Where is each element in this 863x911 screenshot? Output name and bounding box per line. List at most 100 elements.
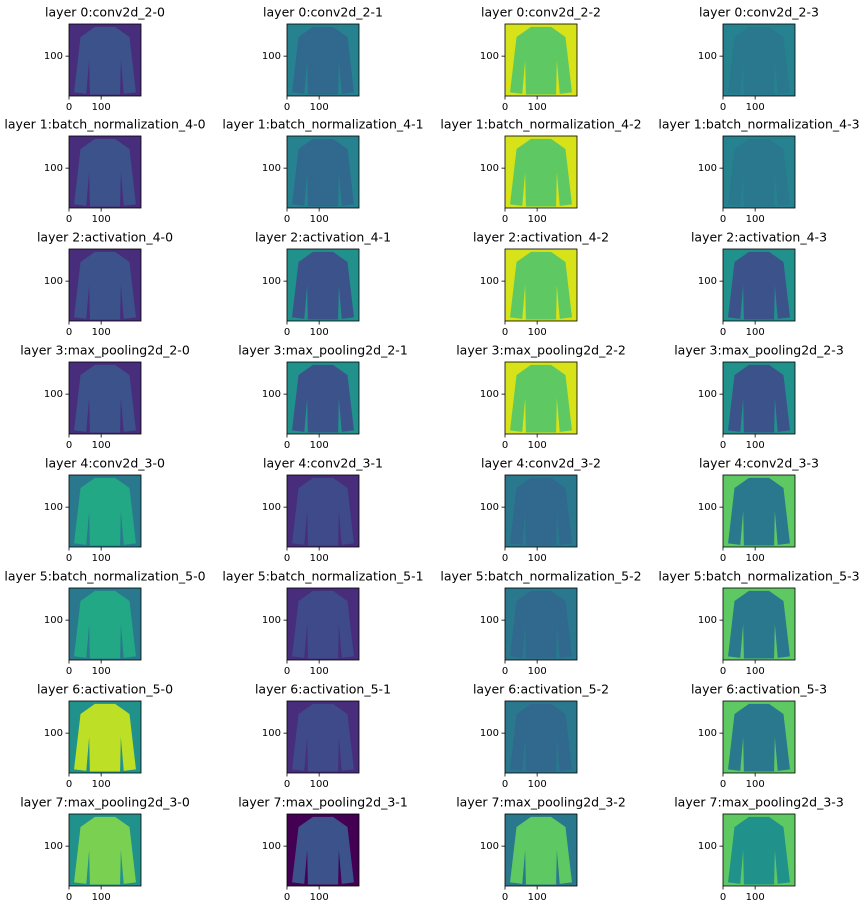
axes-frame: [286, 587, 360, 661]
subplot: 0 100 100 layer 3:max_pooling2d_2-0: [20, 343, 190, 452]
feature-map: [292, 816, 354, 885]
axes-frame: [68, 23, 142, 97]
axes-frame: [286, 248, 360, 322]
axes-frame: [68, 135, 142, 209]
axes-frame: [286, 813, 360, 887]
y-tick-label: 100: [44, 163, 63, 174]
subplot: 0 100 100 layer 5:batch_normalization_5-0: [4, 569, 205, 678]
subplot: 0 100 100 layer 2:activation_4-0: [37, 230, 173, 339]
feature-map: [510, 703, 572, 772]
subplot: 0 100 100 layer 6:activation_5-0: [37, 682, 173, 791]
subplot: 0 100 100 layer 1:batch_normalization_4-0: [4, 117, 205, 226]
subplot: 0 100 100 layer 4:conv2d_3-2: [480, 456, 601, 565]
subplot: 0 100 100 layer 1:batch_normalization_4-2: [440, 117, 641, 226]
subplot-title: layer 4:conv2d_3-0: [45, 456, 165, 471]
subplot-title: layer 5:batch_normalization_5-0: [4, 569, 205, 584]
axes-frame: [504, 248, 578, 322]
subplot: 0 100 100 layer 5:batch_normalization_5-1: [222, 569, 423, 678]
feature-map: [510, 364, 572, 433]
axes-frame: [68, 813, 142, 887]
subplot-title: layer 5:batch_normalization_5-1: [222, 569, 423, 584]
subplot-title: layer 0:conv2d_2-0: [45, 5, 165, 20]
axes-frame: [504, 474, 578, 548]
subplot-title: layer 6:activation_5-3: [691, 682, 827, 697]
y-tick-label: 100: [262, 389, 281, 400]
x-tick-label: 100: [310, 779, 329, 790]
axes-frame: [286, 135, 360, 209]
feature-map: [74, 590, 136, 659]
x-tick-label: 0: [720, 102, 726, 113]
x-tick-label: 0: [284, 327, 290, 338]
y-tick-label: 100: [698, 728, 717, 739]
subplot: 0 100 100 layer 3:max_pooling2d_2-2: [456, 343, 626, 452]
x-tick-label: 0: [66, 779, 72, 790]
x-tick-label: 0: [720, 214, 726, 225]
y-tick-label: 100: [480, 728, 499, 739]
x-tick-label: 0: [66, 327, 72, 338]
x-tick-label: 100: [528, 102, 547, 113]
x-tick-label: 0: [502, 214, 508, 225]
subplot: 0 100 100 layer 6:activation_5-1: [255, 682, 391, 791]
x-tick-label: 0: [66, 214, 72, 225]
x-tick-label: 100: [746, 892, 765, 903]
subplot: 0 100 100 layer 2:activation_4-2: [473, 230, 609, 339]
x-tick-label: 100: [746, 553, 765, 564]
x-tick-label: 100: [746, 666, 765, 677]
x-tick-label: 100: [746, 327, 765, 338]
subplot-title: layer 4:conv2d_3-2: [481, 456, 601, 471]
x-tick-label: 0: [502, 440, 508, 451]
feature-map: [74, 703, 136, 772]
axes-frame: [68, 587, 142, 661]
subplot: 0 100 100 layer 6:activation_5-2: [473, 682, 609, 791]
y-tick-label: 100: [44, 51, 63, 62]
subplot-title: layer 2:activation_4-0: [37, 230, 173, 245]
feature-map: [74, 251, 136, 320]
feature-map: [510, 138, 572, 207]
x-tick-label: 100: [310, 553, 329, 564]
x-tick-label: 0: [66, 440, 72, 451]
subplot-title: layer 4:conv2d_3-1: [263, 456, 383, 471]
feature-map: [74, 816, 136, 885]
x-tick-label: 0: [502, 892, 508, 903]
subplot-title: layer 6:activation_5-1: [255, 682, 391, 697]
subplot-title: layer 0:conv2d_2-2: [481, 5, 601, 20]
subplot: 0 100 100 layer 7:max_pooling2d_3-1: [238, 795, 408, 904]
subplot-title: layer 2:activation_4-3: [691, 230, 827, 245]
x-tick-label: 100: [528, 553, 547, 564]
x-tick-label: 100: [92, 102, 111, 113]
y-tick-label: 100: [480, 841, 499, 852]
x-tick-label: 100: [92, 440, 111, 451]
y-tick-label: 100: [480, 389, 499, 400]
y-tick-label: 100: [480, 276, 499, 287]
x-tick-label: 100: [310, 440, 329, 451]
axes-frame: [722, 248, 796, 322]
y-tick-label: 100: [698, 841, 717, 852]
axes-frame: [722, 23, 796, 97]
x-tick-label: 0: [66, 102, 72, 113]
y-tick-label: 100: [698, 276, 717, 287]
subplot: 0 100 100 layer 4:conv2d_3-1: [262, 456, 383, 565]
y-tick-label: 100: [480, 615, 499, 626]
x-tick-label: 100: [310, 327, 329, 338]
x-tick-label: 100: [528, 327, 547, 338]
subplot: 0 100 100 layer 4:conv2d_3-3: [698, 456, 819, 565]
subplot-title: layer 1:batch_normalization_4-1: [222, 117, 423, 132]
x-tick-label: 0: [720, 779, 726, 790]
x-tick-label: 0: [66, 553, 72, 564]
feature-map: [728, 703, 790, 772]
y-tick-label: 100: [262, 276, 281, 287]
x-tick-label: 0: [66, 666, 72, 677]
subplot-title: layer 0:conv2d_2-1: [263, 5, 383, 20]
y-tick-label: 100: [262, 163, 281, 174]
x-tick-label: 0: [720, 440, 726, 451]
y-tick-label: 100: [698, 51, 717, 62]
subplot-title: layer 3:max_pooling2d_2-2: [456, 343, 626, 358]
x-tick-label: 100: [92, 666, 111, 677]
axes-frame: [286, 474, 360, 548]
subplot-title: layer 1:batch_normalization_4-0: [4, 117, 205, 132]
subplot: 0 100 100 layer 1:batch_normalization_4-1: [222, 117, 423, 226]
x-tick-label: 0: [502, 553, 508, 564]
x-tick-label: 100: [746, 440, 765, 451]
axes-frame: [286, 700, 360, 774]
axes-frame: [286, 361, 360, 435]
